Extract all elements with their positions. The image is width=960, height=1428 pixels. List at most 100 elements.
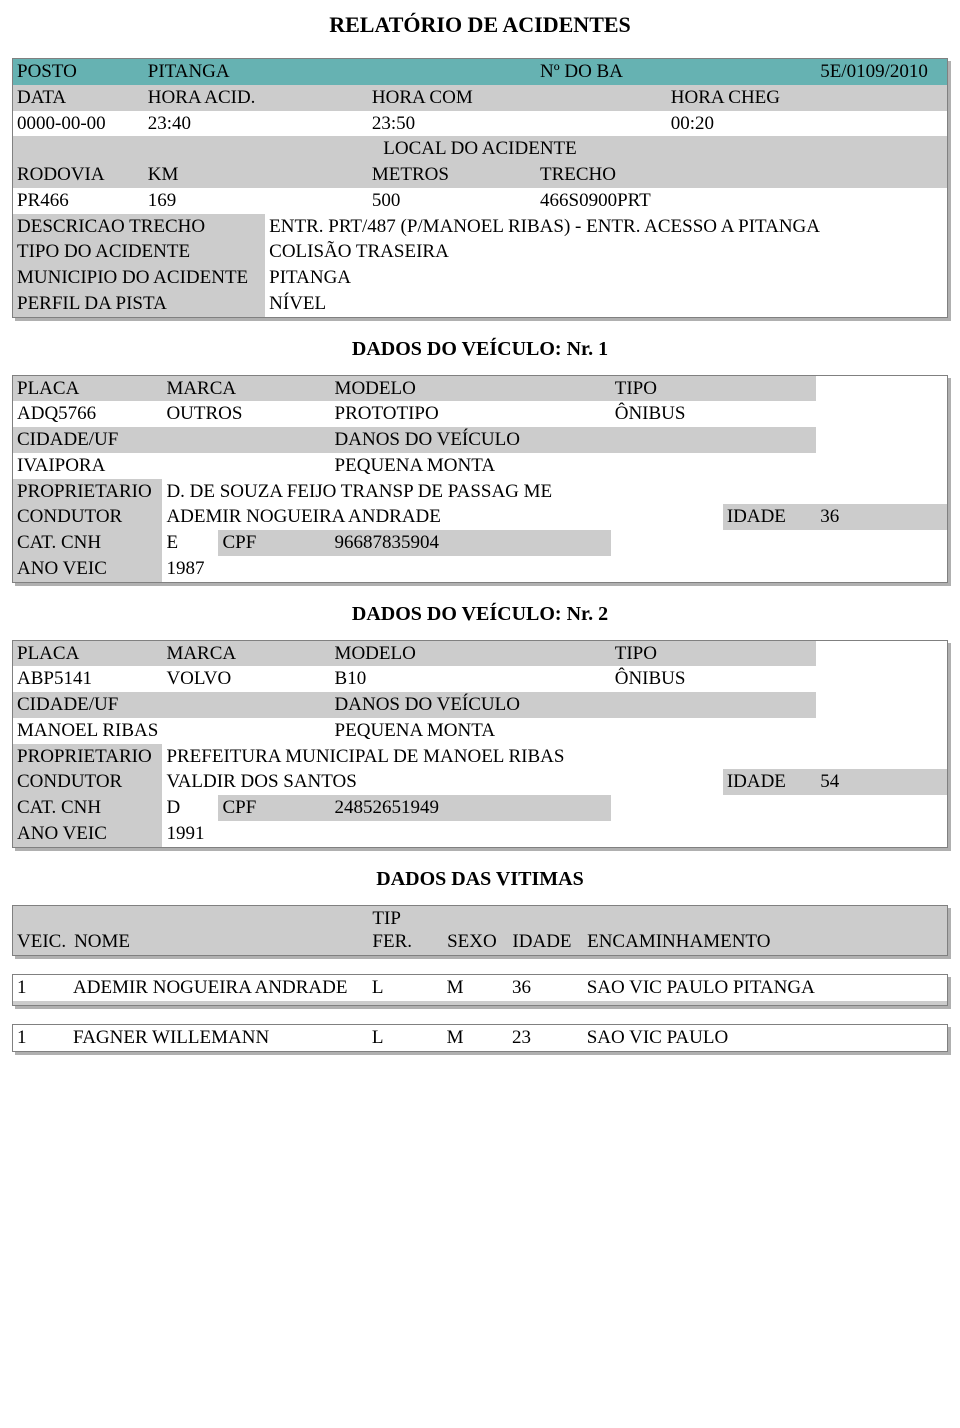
v1-modelo-label: MODELO: [331, 376, 611, 402]
v2-marca-label: MARCA: [162, 641, 330, 667]
v1-cidade-label: CIDADE/UF: [13, 427, 331, 453]
rodovia-value: PR466: [13, 188, 144, 214]
v2-modelo-value: B10: [331, 666, 611, 692]
vehicle2-heading: DADOS DO VEÍCULO: Nr. 2: [12, 603, 948, 626]
v1-condutor-value: ADEMIR NOGUEIRA ANDRADE: [162, 504, 722, 530]
v1-modelo-value: PROTOTIPO: [331, 401, 611, 427]
vit-tipfer-label: TIP FER.: [368, 906, 443, 956]
v2-proprietario-value: PREFEITURA MUNICIPAL DE MANOEL RIBAS: [162, 744, 947, 770]
vehicle1-block: PLACA MARCA MODELO TIPO ADQ5766 OUTROS P…: [12, 375, 948, 583]
vit1-nome: ADEMIR NOGUEIRA ANDRADE: [69, 975, 368, 1001]
v1-ano-value: 1987: [162, 556, 947, 582]
v2-cidade-value: MANOEL RIBAS: [13, 718, 331, 744]
hora-com-value: 23:50: [368, 111, 667, 137]
vit2-sexo: M: [443, 1025, 508, 1051]
vit2-idade: 23: [508, 1025, 583, 1051]
v1-idade-value: 36: [816, 504, 947, 530]
v2-condutor-label: CONDUTOR: [13, 769, 162, 795]
victim-row: 1 ADEMIR NOGUEIRA ANDRADE L M 36 SAO VIC…: [12, 974, 948, 1006]
v2-tipo-label: TIPO: [611, 641, 816, 667]
v1-idade-label: IDADE: [723, 504, 816, 530]
v1-cpf-label: CPF: [218, 530, 330, 556]
vit1-tip: L: [368, 975, 443, 1001]
tipo-acidente-value: COLISÃO TRASEIRA: [265, 239, 947, 265]
local-label: LOCAL DO ACIDENTE: [13, 136, 947, 162]
v1-placa-value: ADQ5766: [13, 401, 162, 427]
v2-proprietario-label: PROPRIETARIO: [13, 744, 162, 770]
ba-label: Nº DO BA: [536, 59, 816, 85]
v1-danos-value: PEQUENA MONTA: [331, 453, 817, 479]
descricao-value: ENTR. PRT/487 (P/MANOEL RIBAS) - ENTR. A…: [265, 214, 947, 240]
v1-tipo-label: TIPO: [611, 376, 816, 402]
vit2-enc: SAO VIC PAULO: [583, 1025, 947, 1051]
v2-placa-label: PLACA: [13, 641, 162, 667]
v1-danos-label: DANOS DO VEÍCULO: [331, 427, 817, 453]
vit-nome-label: NOME: [70, 906, 368, 956]
victims-heading: DADOS DAS VITIMAS: [12, 868, 948, 891]
v2-cat-value: D: [162, 795, 218, 821]
ba-value: 5E/0109/2010: [816, 59, 947, 85]
hora-acid-value: 23:40: [144, 111, 368, 137]
v2-placa-value: ABP5141: [13, 666, 162, 692]
v1-cpf-value: 96687835904: [331, 530, 611, 556]
hora-cheg-value: 00:20: [667, 111, 947, 137]
v2-cpf-value: 24852651949: [331, 795, 611, 821]
km-value: 169: [144, 188, 368, 214]
v2-cpf-label: CPF: [218, 795, 330, 821]
v2-cat-label: CAT. CNH: [13, 795, 162, 821]
v1-condutor-label: CONDUTOR: [13, 504, 162, 530]
trecho-label: TRECHO: [536, 162, 947, 188]
v2-condutor-value: VALDIR DOS SANTOS: [162, 769, 722, 795]
v2-marca-value: VOLVO: [162, 666, 330, 692]
v1-tipo-value: ÔNIBUS: [611, 401, 816, 427]
report-title: RELATÓRIO DE ACIDENTES: [12, 12, 948, 38]
data-label: DATA: [13, 85, 144, 111]
vit1-sexo: M: [443, 975, 508, 1001]
vit2-nome: FAGNER WILLEMANN: [69, 1025, 368, 1051]
km-label: KM: [144, 162, 368, 188]
data-value: 0000-00-00: [13, 111, 144, 137]
vit1-idade: 36: [508, 975, 583, 1001]
victim-row: 1 FAGNER WILLEMANN L M 23 SAO VIC PAULO: [12, 1024, 948, 1052]
header-block: POSTO PITANGA Nº DO BA 5E/0109/2010 DATA…: [12, 58, 948, 318]
v1-cidade-value: IVAIPORA: [13, 453, 331, 479]
trecho-value: 466S0900PRT: [536, 188, 947, 214]
rodovia-label: RODOVIA: [13, 162, 144, 188]
v1-marca-value: OUTROS: [162, 401, 330, 427]
hora-acid-label: HORA ACID.: [144, 85, 368, 111]
vit2-veic: 1: [13, 1025, 69, 1051]
metros-value: 500: [368, 188, 536, 214]
municipio-value: PITANGA: [265, 265, 947, 291]
vit-sexo-label: SEXO: [443, 906, 508, 956]
v1-marca-label: MARCA: [162, 376, 330, 402]
posto-value: PITANGA: [144, 59, 536, 85]
v2-ano-value: 1991: [162, 821, 947, 847]
v2-danos-label: DANOS DO VEÍCULO: [331, 692, 817, 718]
v2-idade-label: IDADE: [723, 769, 816, 795]
vehicle1-heading: DADOS DO VEÍCULO: Nr. 1: [12, 338, 948, 361]
v1-proprietario-value: D. DE SOUZA FEIJO TRANSP DE PASSAG ME: [162, 479, 947, 505]
v2-ano-label: ANO VEIC: [13, 821, 162, 847]
v2-idade-value: 54: [816, 769, 947, 795]
vit1-veic: 1: [13, 975, 69, 1001]
v1-placa-label: PLACA: [13, 376, 162, 402]
perfil-value: NÍVEL: [265, 291, 947, 317]
vit-veic-label: VEIC.: [13, 906, 70, 956]
v1-cat-value: E: [162, 530, 218, 556]
descricao-label: DESCRICAO TRECHO: [13, 214, 265, 240]
perfil-label: PERFIL DA PISTA: [13, 291, 265, 317]
v2-tipo-value: ÔNIBUS: [611, 666, 816, 692]
vit1-enc: SAO VIC PAULO PITANGA: [583, 975, 947, 1001]
hora-com-label: HORA COM: [368, 85, 667, 111]
v2-modelo-label: MODELO: [331, 641, 611, 667]
v1-cat-label: CAT. CNH: [13, 530, 162, 556]
vit2-tip: L: [368, 1025, 443, 1051]
hora-cheg-label: HORA CHEG: [667, 85, 947, 111]
v2-cidade-label: CIDADE/UF: [13, 692, 331, 718]
v1-ano-label: ANO VEIC: [13, 556, 162, 582]
posto-label: POSTO: [13, 59, 144, 85]
vehicle2-block: PLACA MARCA MODELO TIPO ABP5141 VOLVO B1…: [12, 640, 948, 848]
metros-label: METROS: [368, 162, 536, 188]
tipo-acidente-label: TIPO DO ACIDENTE: [13, 239, 265, 265]
vit-enc-label: ENCAMINHAMENTO: [583, 906, 947, 956]
